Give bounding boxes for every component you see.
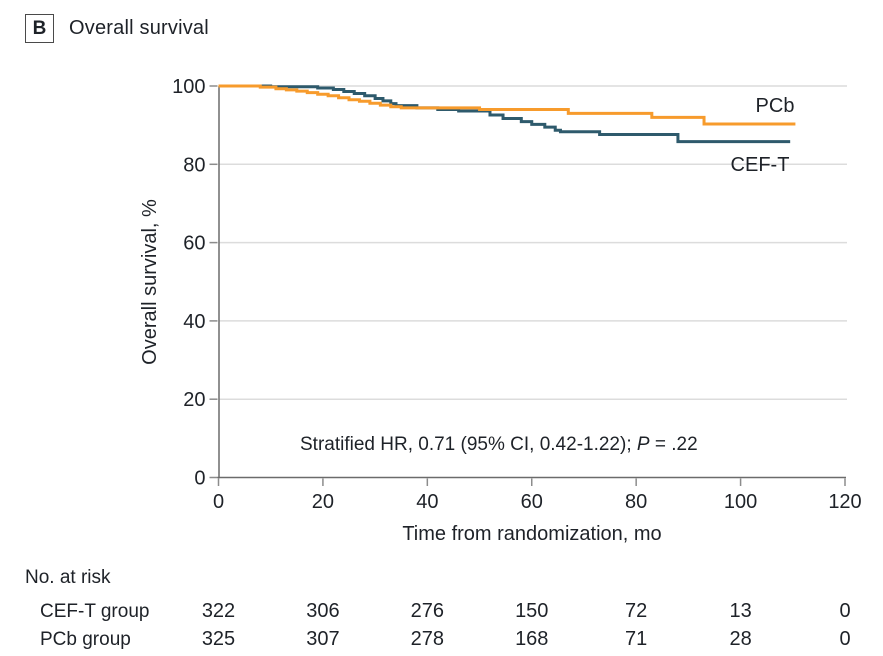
risk-row-label-ceft: CEF-T group bbox=[40, 601, 149, 622]
x-tick-label: 40 bbox=[416, 491, 438, 513]
x-tick-label: 60 bbox=[521, 491, 543, 513]
hr-annotation: Stratified HR, 0.71 (95% CI, 0.42-1.22);… bbox=[300, 434, 698, 455]
risk-table-heading: No. at risk bbox=[25, 567, 111, 588]
risk-value: 28 bbox=[729, 628, 751, 650]
risk-value: 322 bbox=[202, 600, 235, 622]
y-axis-title: Overall survival, % bbox=[139, 199, 161, 365]
y-tick-label: 40 bbox=[183, 311, 205, 333]
x-tick-label: 80 bbox=[625, 491, 647, 513]
risk-values-group: 322 306 276 150 72 13 0 325 307 278 168 71 28 0 bbox=[202, 600, 851, 650]
risk-value: 278 bbox=[411, 628, 444, 650]
y-tick-label: 100 bbox=[172, 76, 205, 98]
axes-group bbox=[209, 85, 846, 486]
hr-annotation-prefix: Stratified HR, 0.71 (95% CI, 0.42-1.22); bbox=[300, 434, 637, 455]
y-tick-label: 80 bbox=[183, 154, 205, 176]
x-tick-label: 0 bbox=[213, 491, 224, 513]
risk-value: 325 bbox=[202, 628, 235, 650]
risk-value: 306 bbox=[306, 600, 339, 622]
x-tick-label: 120 bbox=[828, 491, 861, 513]
p-symbol: P bbox=[637, 434, 650, 455]
risk-value: 71 bbox=[625, 628, 647, 650]
tick-labels-group: 0 20 40 60 80 100 0 20 40 60 80 100 120 bbox=[172, 76, 862, 513]
x-axis-title: Time from randomization, mo bbox=[402, 523, 661, 545]
panel-letter-badge: B bbox=[25, 14, 54, 43]
y-tick-label: 0 bbox=[194, 468, 205, 490]
risk-value: 150 bbox=[515, 600, 548, 622]
risk-value: 13 bbox=[729, 600, 751, 622]
panel-title: Overall survival bbox=[69, 17, 209, 39]
risk-row-label-pcb: PCb group bbox=[40, 629, 131, 650]
risk-value: 276 bbox=[411, 600, 444, 622]
risk-value: 0 bbox=[839, 600, 850, 622]
series-label-ceft: CEF-T bbox=[731, 154, 790, 176]
series-pcb-curve bbox=[218, 84, 796, 126]
y-tick-label: 20 bbox=[183, 389, 205, 411]
panel-header: B Overall survival bbox=[25, 14, 209, 43]
series-ceft-curve bbox=[218, 84, 791, 144]
risk-value: 72 bbox=[625, 600, 647, 622]
series-label-pcb: PCb bbox=[756, 95, 795, 117]
curves-group bbox=[218, 84, 796, 144]
p-value: = .22 bbox=[650, 434, 698, 455]
y-tick-label: 60 bbox=[183, 233, 205, 255]
x-tick-label: 100 bbox=[724, 491, 757, 513]
x-tick-label: 20 bbox=[312, 491, 334, 513]
risk-value: 0 bbox=[839, 628, 850, 650]
risk-value: 168 bbox=[515, 628, 548, 650]
risk-value: 307 bbox=[306, 628, 339, 650]
gridlines-group bbox=[219, 85, 847, 400]
